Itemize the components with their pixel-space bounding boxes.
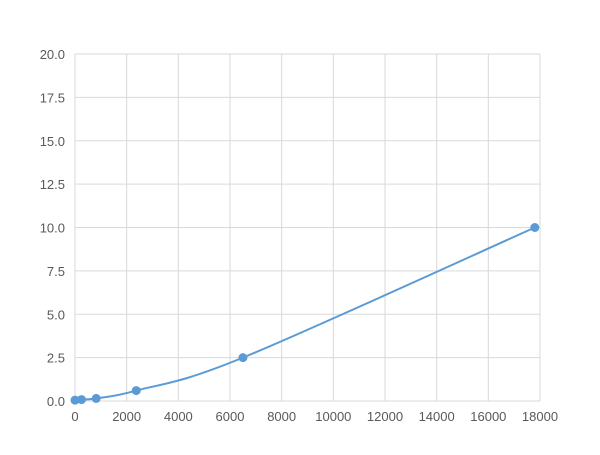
y-tick-label: 2.5 bbox=[47, 351, 65, 366]
data-point bbox=[76, 395, 86, 405]
data-point bbox=[91, 393, 101, 403]
y-tick-label: 20.0 bbox=[40, 47, 65, 62]
x-tick-label: 14000 bbox=[419, 409, 455, 424]
x-tick-label: 0 bbox=[71, 409, 78, 424]
y-tick-label: 12.5 bbox=[40, 177, 65, 192]
y-tick-label: 5.0 bbox=[47, 307, 65, 322]
y-tick-label: 7.5 bbox=[47, 264, 65, 279]
x-tick-label: 12000 bbox=[367, 409, 403, 424]
x-tick-label: 10000 bbox=[315, 409, 351, 424]
y-tick-label: 15.0 bbox=[40, 134, 65, 149]
data-point bbox=[131, 386, 141, 396]
data-point bbox=[530, 223, 540, 232]
x-tick-label: 2000 bbox=[112, 409, 141, 424]
data-point bbox=[70, 395, 80, 405]
y-tick-label: 10.0 bbox=[40, 221, 65, 236]
x-tick-label: 16000 bbox=[470, 409, 506, 424]
y-tick-label: 0.0 bbox=[47, 394, 65, 409]
x-tick-label: 4000 bbox=[164, 409, 193, 424]
x-tick-label: 18000 bbox=[522, 409, 558, 424]
data-point bbox=[238, 353, 248, 363]
y-tick-label: 17.5 bbox=[40, 90, 65, 105]
x-tick-label: 8000 bbox=[267, 409, 296, 424]
x-tick-label: 6000 bbox=[216, 409, 245, 424]
